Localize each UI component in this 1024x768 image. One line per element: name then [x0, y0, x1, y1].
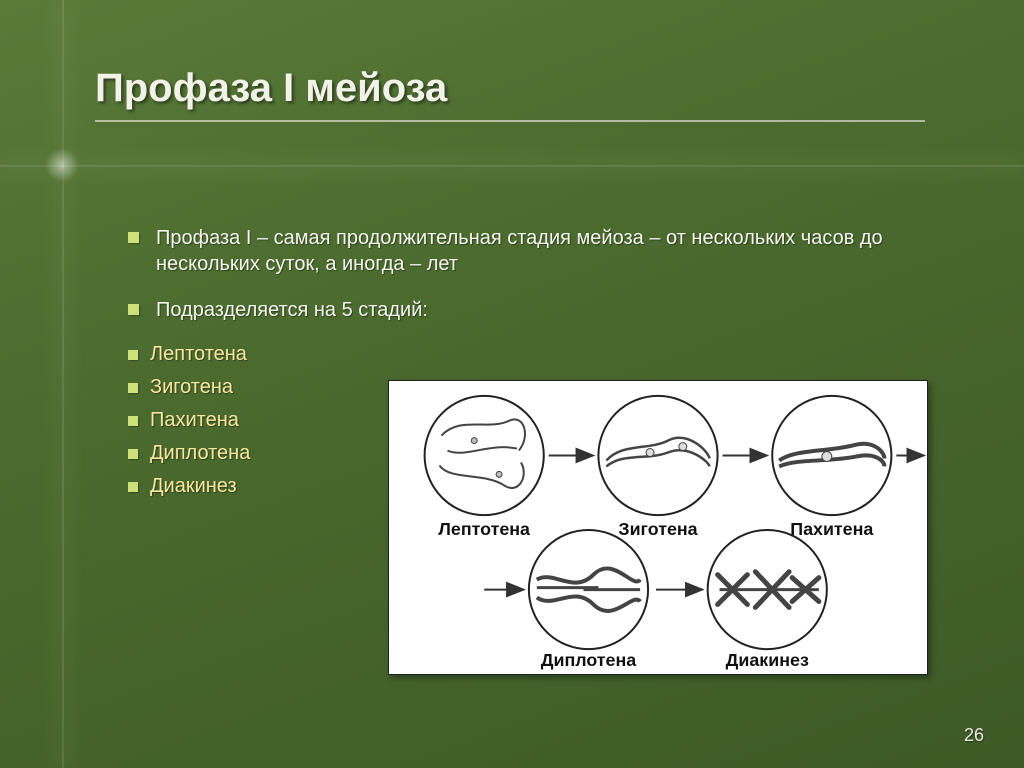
bullet-item: Профаза I – самая продолжительная стадия… [128, 225, 928, 277]
substage-item: Лептотена [128, 343, 928, 366]
stage-zygotene: Зиготена [598, 396, 717, 539]
bullet-list: Профаза I – самая продолжительная стадия… [128, 225, 928, 323]
stage-label: Диакинез [726, 650, 809, 670]
stage-diakinesis: Диакинез [708, 530, 827, 670]
stage-label: Пахитена [790, 519, 874, 539]
slide: Профаза I мейоза Профаза I – самая продо… [0, 0, 1024, 768]
stage-leptotene: Лептотена [425, 396, 544, 539]
stage-label: Зиготена [618, 519, 698, 539]
stage-label: Лептотена [438, 519, 531, 539]
stage-label: Диплотена [541, 650, 638, 670]
prophase-diagram: Лептотена Зиготена Пахитена [388, 380, 928, 675]
diagram-svg: Лептотена Зиготена Пахитена [389, 381, 927, 674]
decorative-line-horizontal [0, 165, 1024, 167]
title-underline [95, 120, 925, 122]
slide-number: 26 [964, 725, 984, 746]
bullet-item: Подразделяется на 5 стадий: [128, 297, 928, 323]
decorative-flare [45, 148, 79, 182]
stage-pachytene: Пахитена [772, 396, 891, 539]
decorative-line-vertical [62, 0, 64, 768]
stage-diplotene: Диплотена [529, 530, 648, 670]
slide-title: Профаза I мейоза [95, 66, 447, 111]
